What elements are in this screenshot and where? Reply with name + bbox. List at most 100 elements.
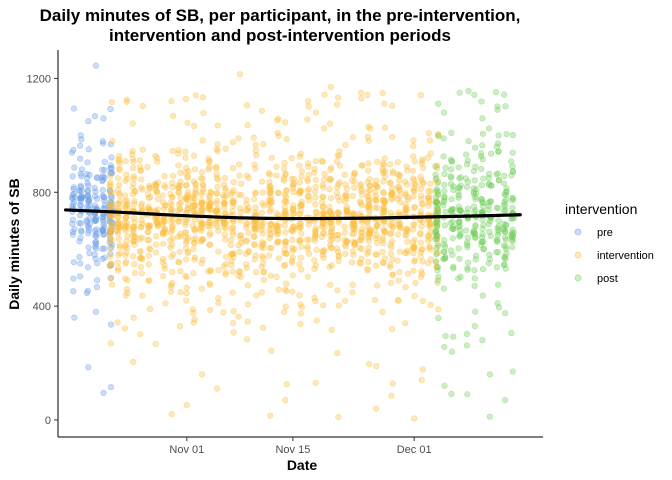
data-point [129,155,137,163]
data-point [448,390,455,398]
data-point [281,262,288,269]
data-point [495,249,502,256]
data-point [380,161,387,168]
data-point [146,305,154,313]
data-point [342,297,349,304]
data-point [319,199,326,206]
data-point [472,223,479,230]
data-point [222,185,229,192]
data-point [509,149,516,156]
data-point [182,229,189,236]
data-point [69,195,77,202]
data-point [326,186,333,193]
data-point [366,176,373,183]
data-point [298,230,305,237]
data-point [109,137,116,144]
data-point [243,102,251,109]
data-point [235,242,242,249]
data-point [258,289,265,296]
data-point [425,202,432,209]
data-point [253,292,260,299]
data-point [84,179,91,187]
data-point [289,236,296,243]
data-point [312,228,319,235]
data-point [253,269,260,276]
data-point [334,184,341,191]
data-point [304,273,311,280]
data-point [304,243,311,250]
data-point [68,149,76,156]
data-point [320,230,328,237]
data-point [183,284,190,291]
data-point [192,186,199,193]
data-point [313,317,320,324]
data-point [479,225,486,232]
data-point [435,306,442,313]
data-point [342,250,349,258]
data-point [152,152,159,160]
data-point [448,196,455,203]
data-point [404,270,411,277]
data-point [175,189,182,196]
data-point [83,289,91,297]
data-point [107,172,114,179]
y-axis-title: Daily minutes of SB [6,178,22,309]
data-point [177,182,184,189]
data-point [296,162,303,169]
data-point-outlier [100,389,107,396]
data-point [450,265,457,272]
data-point [472,163,479,170]
data-point [388,230,395,237]
data-point [236,248,243,255]
data-point [312,201,319,208]
data-point [472,252,480,259]
data-point [493,264,500,271]
data-point [297,301,304,308]
data-point [417,208,424,215]
data-point [213,163,220,170]
data-point [426,180,434,187]
data-point [129,184,136,192]
data-point [448,166,455,173]
data-point [321,171,328,178]
data-point [450,183,457,190]
data-point [182,245,190,252]
data-point [463,330,471,338]
data-point [371,296,379,304]
data-point [159,258,166,265]
data-point-outlier [358,89,365,96]
data-point [289,244,296,252]
data-point [252,252,259,259]
data-point [442,164,449,171]
data-point [123,219,131,226]
data-point [266,235,273,242]
data-point [198,237,206,244]
data-point [494,103,501,110]
data-point [198,197,205,204]
data-point [303,236,311,243]
data-point [463,342,470,349]
data-point [333,245,341,252]
data-point [130,358,137,366]
data-point [175,146,182,154]
data-point [478,196,485,203]
data-point [99,186,106,194]
data-point [177,289,184,296]
data-point [175,259,182,266]
data-point [441,248,448,255]
data-point [121,192,128,199]
data-point [115,265,122,272]
data-point [305,103,312,110]
data-point [76,273,84,280]
data-point [394,158,401,166]
data-point [283,187,290,194]
data-point [350,225,357,233]
data-point [364,179,371,186]
data-point [379,240,387,247]
data-point [99,166,106,173]
data-point [327,219,334,226]
data-point [221,199,228,207]
data-point [297,320,304,328]
data-point [456,184,463,191]
data-point [313,246,320,254]
